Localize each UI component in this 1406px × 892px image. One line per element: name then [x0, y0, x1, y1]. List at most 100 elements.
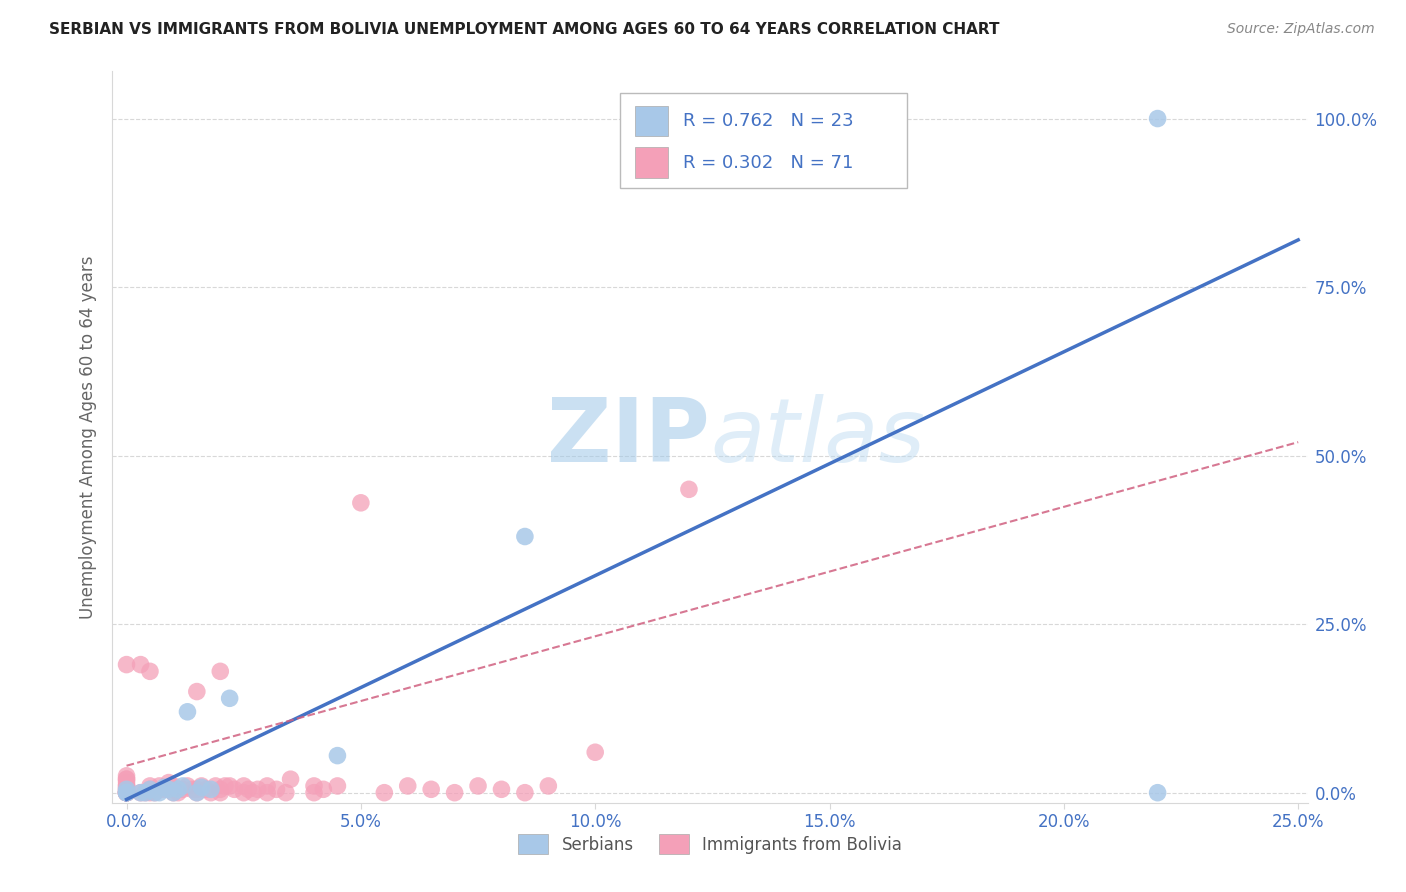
Point [232, 786, 254, 800]
Point [242, 786, 264, 800]
Bar [634, 106, 668, 136]
Point [256, 779, 278, 793]
Point [139, 779, 162, 793]
Point [167, 786, 190, 800]
Point [172, 779, 194, 793]
Point [115, 772, 138, 787]
Text: R = 0.762   N = 23: R = 0.762 N = 23 [682, 112, 853, 130]
Point [115, 786, 138, 800]
Point [139, 782, 162, 797]
Point [537, 779, 560, 793]
Legend: Serbians, Immigrants from Bolivia: Serbians, Immigrants from Bolivia [512, 828, 908, 860]
Point [186, 786, 208, 800]
Y-axis label: Unemployment Among Ages 60 to 64 years: Unemployment Among Ages 60 to 64 years [79, 255, 97, 619]
Bar [634, 147, 668, 178]
Point [280, 772, 302, 787]
Point [209, 786, 232, 800]
Point [115, 786, 138, 800]
Point [513, 786, 536, 800]
Point [153, 780, 176, 795]
Point [115, 779, 138, 793]
Point [218, 779, 240, 793]
Point [232, 779, 254, 793]
Point [200, 786, 222, 800]
Text: atlas: atlas [710, 394, 925, 480]
Point [129, 786, 152, 800]
Point [186, 782, 208, 797]
Point [491, 782, 513, 797]
Point [153, 782, 176, 797]
Point [214, 779, 236, 793]
Point [350, 496, 373, 510]
Point [134, 786, 156, 800]
Point [115, 786, 138, 800]
Point [467, 779, 489, 793]
Point [115, 786, 138, 800]
Point [266, 782, 288, 797]
Point [148, 779, 170, 793]
Point [1146, 112, 1168, 126]
Point [157, 775, 180, 789]
Point [176, 779, 198, 793]
Point [186, 684, 208, 698]
Point [190, 779, 212, 793]
Point [148, 786, 170, 800]
Point [1146, 786, 1168, 800]
Point [115, 786, 138, 800]
Point [162, 786, 184, 800]
Point [115, 782, 138, 797]
Point [204, 779, 226, 793]
Point [162, 782, 184, 797]
Point [200, 782, 222, 797]
Point [302, 779, 325, 793]
Point [115, 657, 138, 672]
Point [129, 657, 152, 672]
Point [143, 786, 166, 800]
Point [115, 769, 138, 783]
Point [139, 786, 162, 800]
Point [167, 782, 190, 797]
Point [157, 782, 180, 797]
Point [218, 691, 240, 706]
Text: SERBIAN VS IMMIGRANTS FROM BOLIVIA UNEMPLOYMENT AMONG AGES 60 TO 64 YEARS CORREL: SERBIAN VS IMMIGRANTS FROM BOLIVIA UNEMP… [49, 22, 1000, 37]
Point [678, 483, 700, 497]
Point [115, 782, 138, 797]
Point [513, 529, 536, 543]
Point [312, 782, 335, 797]
Point [373, 786, 395, 800]
Point [583, 745, 606, 759]
FancyBboxPatch shape [620, 94, 907, 188]
Point [162, 779, 184, 793]
Point [115, 775, 138, 789]
Point [326, 779, 349, 793]
Point [162, 786, 184, 800]
Point [181, 782, 204, 797]
Point [190, 780, 212, 795]
Point [443, 786, 465, 800]
Point [195, 782, 218, 797]
Point [134, 786, 156, 800]
Point [186, 786, 208, 800]
Point [115, 786, 138, 800]
Point [139, 665, 162, 679]
Point [396, 779, 419, 793]
Text: R = 0.302   N = 71: R = 0.302 N = 71 [682, 153, 853, 172]
Point [129, 786, 152, 800]
Point [115, 786, 138, 800]
Point [209, 782, 232, 797]
Point [115, 772, 138, 787]
Point [115, 782, 138, 797]
Point [115, 786, 138, 800]
Point [224, 782, 246, 797]
Point [274, 786, 297, 800]
Point [420, 782, 443, 797]
Point [176, 705, 198, 719]
Point [246, 782, 269, 797]
Text: ZIP: ZIP [547, 393, 710, 481]
Point [256, 786, 278, 800]
Text: Source: ZipAtlas.com: Source: ZipAtlas.com [1227, 22, 1375, 37]
Point [143, 786, 166, 800]
Point [139, 782, 162, 797]
Point [172, 782, 194, 797]
Point [326, 748, 349, 763]
